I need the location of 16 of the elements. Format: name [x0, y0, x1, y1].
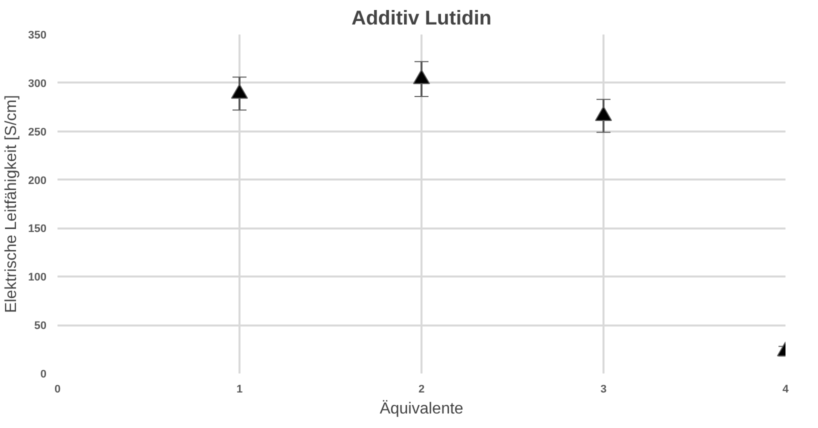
x-tick-label: 0 [54, 384, 61, 396]
y-tick-label: 200 [28, 174, 47, 187]
y-tick-label: 50 [34, 320, 47, 332]
x-axis-title: Äquivalente [380, 400, 464, 418]
y-tick-label: 100 [28, 272, 47, 284]
y-tick-label: 300 [28, 78, 47, 90]
x-tick-label: 3 [600, 384, 607, 396]
y-tick-label: 0 [40, 368, 47, 380]
x-tick-label: 2 [418, 384, 425, 396]
x-tick-label: 4 [782, 384, 790, 396]
y-tick-label: 150 [28, 223, 47, 236]
y-tick-label: 250 [28, 126, 47, 138]
y-tick-label: 350 [28, 30, 47, 42]
x-tick-label: 1 [236, 384, 243, 396]
chart-title: Additiv Lutidin [352, 8, 492, 30]
y-axis-title: Elektrische Leitfähigkeit [S/cm] [3, 95, 20, 313]
